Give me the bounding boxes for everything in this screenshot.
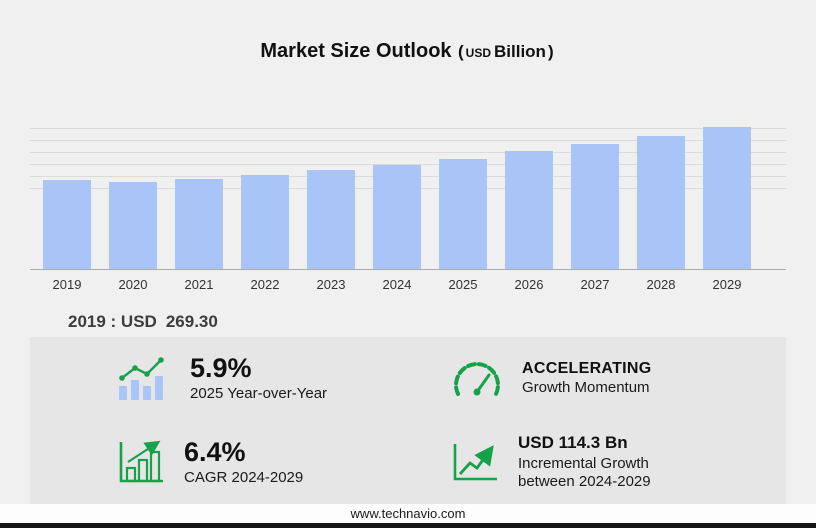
- bar-2023: [307, 170, 355, 269]
- page-title: Market Size Outlook (USD Billion): [0, 40, 816, 63]
- bar-2021: [175, 179, 223, 269]
- bar-2019: [43, 180, 91, 269]
- x-tick-label: 2021: [184, 277, 214, 292]
- incremental-growth-icon: [450, 442, 500, 484]
- bar-2027: [571, 144, 619, 269]
- cagr-label: CAGR 2024-2029: [184, 469, 304, 487]
- gridline: [30, 140, 786, 141]
- gridline: [30, 152, 786, 153]
- footer-url[interactable]: www.technavio.com: [350, 506, 466, 521]
- x-tick-label: 2027: [580, 277, 610, 292]
- growth-chart-icon: [116, 440, 166, 486]
- bottom-accent-bar: [0, 523, 816, 528]
- annotation-label: 2019 : USD: [68, 312, 157, 331]
- stat-momentum: ACCELERATING Growth Momentum: [408, 337, 786, 421]
- x-tick-label: 2020: [118, 277, 148, 292]
- bars: [43, 116, 751, 269]
- chart-annotation: 2019 : USD 269.30: [68, 312, 218, 332]
- title-text: Market Size Outlook: [260, 40, 452, 62]
- trend-bars-icon: [116, 356, 172, 402]
- gridline: [30, 128, 786, 129]
- footer: www.technavio.com: [0, 504, 816, 523]
- speedometer-icon: [450, 358, 504, 400]
- bar-2028: [637, 136, 685, 269]
- stats-panel: 5.9% 2025 Year-over-Year ACCELERATING Gr…: [30, 337, 786, 505]
- incremental-value: USD 114.3 Bn: [518, 432, 628, 452]
- bar-2026: [505, 151, 553, 269]
- x-axis: 2019 2020 2021 2022 2023 2024 2025 2026 2027 2028…: [43, 277, 751, 292]
- yoy-value: 5.9%: [190, 352, 252, 383]
- title-paren-close: ): [547, 42, 554, 61]
- title-unit: Billion: [494, 42, 546, 61]
- x-tick-label: 2028: [646, 277, 676, 292]
- cagr-value: 6.4%: [184, 436, 246, 467]
- bar-2020: [109, 182, 157, 269]
- title-currency: USD: [465, 46, 491, 60]
- bar-2024: [373, 165, 421, 269]
- yoy-label: 2025 Year-over-Year: [190, 385, 328, 403]
- x-tick-label: 2026: [514, 277, 544, 292]
- x-tick-label: 2024: [382, 277, 412, 292]
- bar-2025: [439, 159, 487, 269]
- gridline: [30, 164, 786, 165]
- stat-incremental: USD 114.3 Bn Incremental Growth between …: [408, 421, 786, 505]
- momentum-value: ACCELERATING: [522, 359, 652, 377]
- bar-2022: [241, 175, 289, 269]
- x-tick-label: 2029: [712, 277, 742, 292]
- x-tick-label: 2025: [448, 277, 478, 292]
- title-paren-open: (: [457, 42, 464, 61]
- momentum-label: Growth Momentum: [522, 379, 650, 397]
- bar-chart-plot: [30, 116, 786, 270]
- incremental-label: Incremental Growth between 2024-2029: [518, 454, 651, 491]
- annotation-value: 269.30: [165, 312, 218, 331]
- bar-2029: [703, 127, 751, 269]
- x-tick-label: 2023: [316, 277, 346, 292]
- x-tick-label: 2022: [250, 277, 280, 292]
- x-tick-label: 2019: [52, 277, 82, 292]
- stat-cagr: 6.4% CAGR 2024-2029: [30, 421, 408, 505]
- stat-yoy: 5.9% 2025 Year-over-Year: [30, 337, 408, 421]
